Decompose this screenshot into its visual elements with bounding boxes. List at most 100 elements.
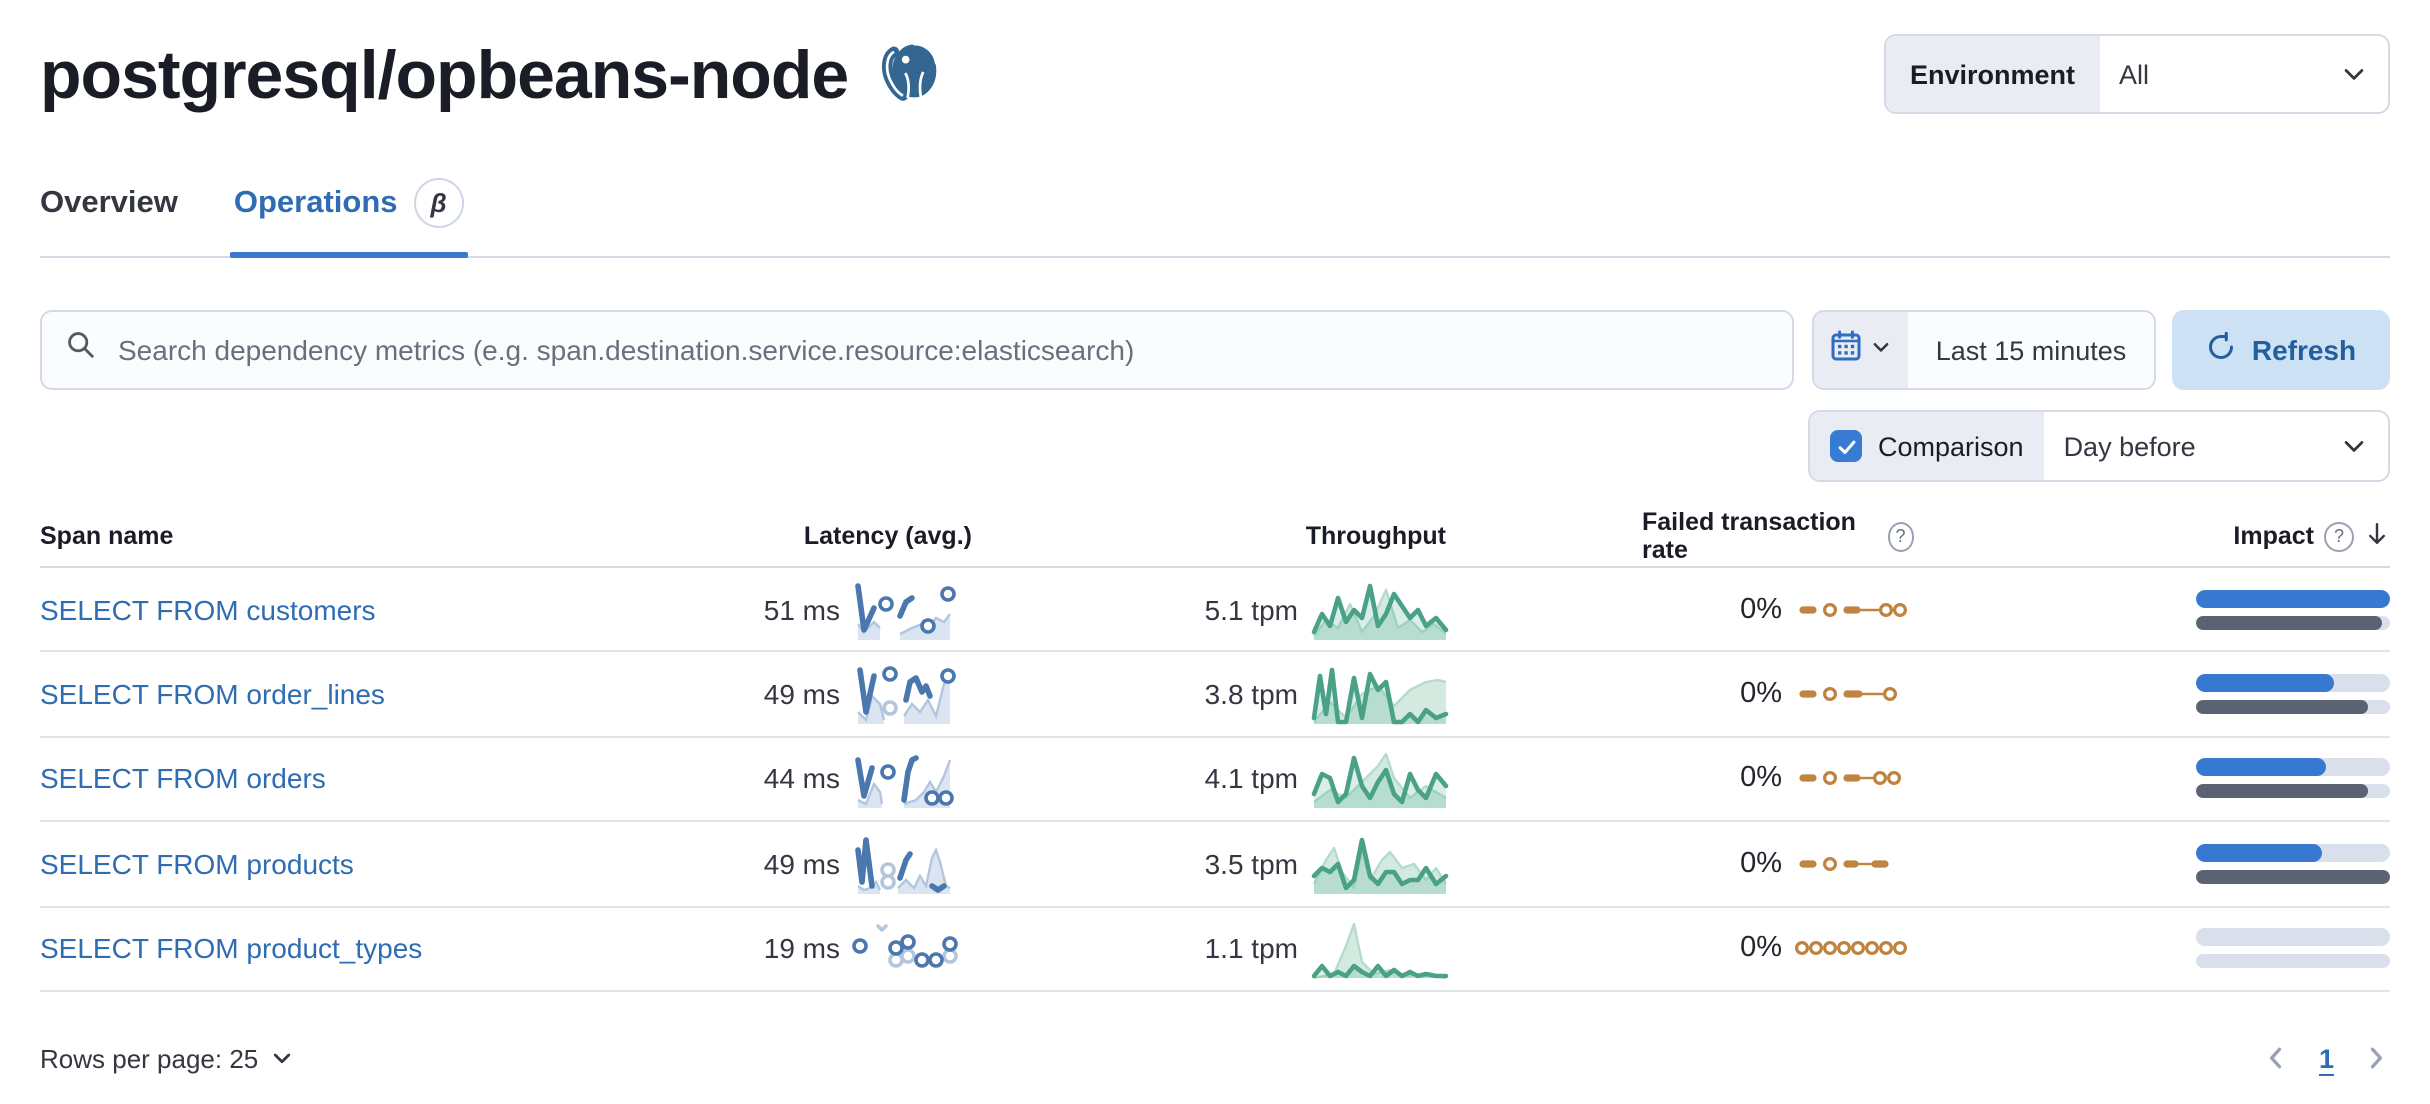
throughput-value: 4.1 tpm: [1204, 762, 1298, 795]
span-name-cell: SELECT FROM customers: [40, 593, 682, 625]
comparison-toggle: Comparison: [1810, 412, 2044, 480]
failed-rate-value: 0%: [1740, 762, 1782, 795]
column-header-latency[interactable]: Latency (avg.): [803, 522, 972, 550]
table-header-row: Span name Latency (avg.) Throughput Fail…: [40, 506, 2390, 568]
impact-bar-current: [2196, 758, 2390, 777]
toolbar: Last 15 minutes Refresh Comparison Day b…: [40, 310, 2390, 482]
column-header-impact[interactable]: Impact ?: [2122, 519, 2390, 553]
table-body: SELECT FROM customers 51 ms 5.1 tpm 0% S…: [40, 568, 2390, 992]
chevron-down-icon: [1870, 332, 1892, 368]
latency-value: 51 ms: [763, 593, 840, 626]
sort-desc-arrow-icon[interactable]: [2364, 519, 2390, 553]
time-range-value[interactable]: Last 15 minutes: [1935, 335, 2127, 365]
refresh-button[interactable]: Refresh: [2172, 310, 2390, 390]
span-name-link[interactable]: SELECT FROM order_lines: [40, 678, 385, 711]
search-input[interactable]: [114, 332, 1768, 368]
latency-cell: 49 ms: [682, 834, 1162, 894]
span-name-cell: SELECT FROM product_types: [40, 933, 682, 965]
latency-value: 44 ms: [763, 762, 840, 795]
rows-per-page-button[interactable]: Rows per page: 25: [40, 1044, 294, 1074]
throughput-sparkline: [1311, 923, 1449, 980]
latency-cell: 44 ms: [682, 749, 1162, 809]
latency-sparkline: [855, 582, 956, 640]
throughput-cell: 1.1 tpm: [1162, 919, 1642, 980]
rows-per-page-label: Rows per page: 25: [40, 1043, 259, 1074]
environment-value[interactable]: All: [2119, 59, 2150, 89]
column-header-failed-rate[interactable]: Failed transaction rate ?: [1642, 508, 2122, 564]
throughput-cell: 4.1 tpm: [1162, 749, 1642, 809]
failed-rate-cell: 0%: [1642, 763, 2122, 795]
question-icon[interactable]: ?: [2324, 521, 2354, 551]
table-footer: Rows per page: 25 1: [40, 1044, 2390, 1074]
failed-rate-cell: 0%: [1642, 593, 2122, 625]
search-box[interactable]: [40, 310, 1794, 390]
impact-cell: [2122, 758, 2390, 799]
span-name-cell: SELECT FROM orders: [40, 763, 682, 795]
span-name-link[interactable]: SELECT FROM product_types: [40, 932, 423, 965]
impact-bar-previous: [2196, 700, 2390, 715]
latency-value: 19 ms: [763, 932, 840, 965]
latency-cell: 51 ms: [682, 579, 1162, 640]
failed-rate-header-label: Failed transaction rate: [1642, 508, 1856, 564]
date-picker-quick-menu[interactable]: [1814, 312, 1908, 388]
postgresql-elephant-icon: [876, 36, 948, 118]
failed-rate-sparkline: [1799, 771, 1901, 786]
previous-page-button[interactable]: [2263, 1045, 2291, 1073]
span-name-cell: SELECT FROM order_lines: [40, 678, 682, 710]
throughput-sparkline: [1311, 667, 1449, 725]
beta-badge: β: [413, 178, 464, 228]
failed-rate-cell: 0%: [1642, 933, 2122, 965]
throughput-sparkline: [1311, 583, 1449, 640]
latency-value: 49 ms: [763, 847, 840, 880]
impact-bar-previous: [2196, 615, 2390, 630]
search-icon: [66, 330, 96, 370]
impact-bar-previous: [2196, 784, 2390, 799]
throughput-cell: 3.8 tpm: [1162, 664, 1642, 725]
latency-sparkline: [855, 756, 954, 809]
comparison-select[interactable]: Day before: [2063, 431, 2196, 461]
table-row: SELECT FROM customers 51 ms 5.1 tpm 0%: [40, 568, 2390, 653]
impact-bar-current: [2196, 589, 2390, 608]
impact-bar-previous: [2196, 869, 2390, 884]
throughput-value: 3.5 tpm: [1204, 847, 1298, 880]
latency-value: 49 ms: [763, 678, 840, 711]
table-row: SELECT FROM orders 44 ms 4.1 tpm 0%: [40, 738, 2390, 823]
tab-operations[interactable]: Operations β: [229, 178, 468, 258]
page-title: postgresql/opbeans-node: [40, 37, 849, 113]
next-page-button[interactable]: [2362, 1045, 2390, 1073]
environment-label: Environment: [1886, 36, 2100, 112]
table-row: SELECT FROM products 49 ms 3.5 tpm 0%: [40, 822, 2390, 908]
tab-operations-label: Operations: [233, 185, 398, 219]
column-header-span-name[interactable]: Span name: [40, 522, 174, 550]
active-tab-underline: [229, 252, 468, 258]
throughput-value: 3.8 tpm: [1204, 678, 1298, 711]
chevron-down-icon: [2340, 412, 2388, 480]
calendar-icon: [1830, 329, 1862, 371]
failed-rate-sparkline: [1799, 687, 1897, 702]
environment-select[interactable]: Environment All: [1884, 34, 2390, 114]
question-icon[interactable]: ?: [1887, 521, 1914, 551]
span-name-link[interactable]: SELECT FROM products: [40, 847, 354, 880]
throughput-cell: 3.5 tpm: [1162, 834, 1642, 894]
column-header-throughput[interactable]: Throughput: [1305, 522, 1446, 550]
span-name-link[interactable]: SELECT FROM customers: [40, 593, 376, 626]
comparison-checkbox[interactable]: [1830, 430, 1862, 462]
latency-cell: 19 ms: [682, 919, 1162, 979]
span-name-link[interactable]: SELECT FROM orders: [40, 762, 326, 795]
failed-rate-sparkline: [1794, 941, 1907, 956]
tab-overview[interactable]: Overview: [40, 185, 178, 219]
failed-rate-sparkline: [1799, 602, 1907, 617]
throughput-value: 5.1 tpm: [1204, 593, 1298, 626]
table-row: SELECT FROM order_lines 49 ms 3.8 tpm 0%: [40, 653, 2390, 738]
impact-cell: [2122, 843, 2390, 884]
latency-sparkline: [852, 924, 958, 969]
table-row: SELECT FROM product_types 19 ms 1.1 tpm …: [40, 907, 2390, 992]
impact-cell: [2122, 928, 2390, 969]
impact-bar-previous: [2196, 954, 2390, 969]
failed-rate-cell: 0%: [1642, 848, 2122, 880]
page-number[interactable]: 1: [2318, 1043, 2334, 1074]
pagination: 1: [2263, 1044, 2390, 1074]
chevron-down-icon: [2340, 36, 2388, 112]
impact-cell: [2122, 589, 2390, 630]
